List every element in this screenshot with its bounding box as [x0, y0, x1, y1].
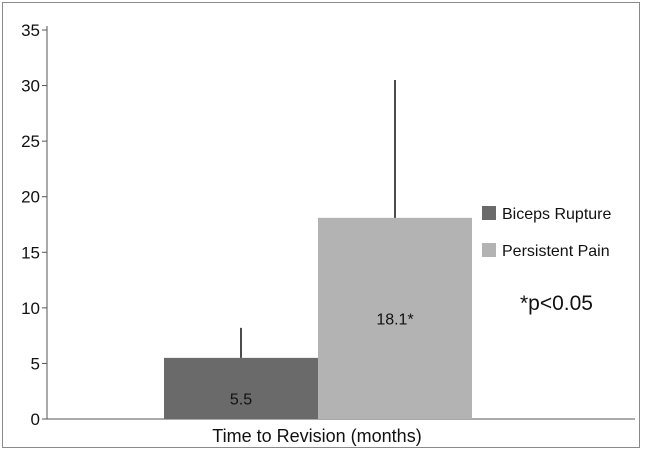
- y-tick-label: 0: [31, 410, 40, 429]
- legend-swatch: [482, 243, 496, 257]
- significance-annotation: *p<0.05: [520, 292, 593, 315]
- bar-persistent-pain: [318, 217, 472, 419]
- legend-entry: Biceps Rupture: [502, 206, 611, 223]
- y-tick-label: 15: [21, 243, 40, 262]
- y-tick-label: 30: [21, 77, 40, 96]
- bar-biceps-rupture: [164, 357, 318, 419]
- y-tick-label: 5: [31, 354, 40, 373]
- legend-swatch: [482, 206, 496, 220]
- legend-entry: Persistent Pain: [502, 243, 610, 260]
- y-tick-label: 20: [21, 188, 40, 207]
- bar-data-label: 5.5: [230, 391, 252, 408]
- x-axis-label: Time to Revision (months): [212, 426, 421, 446]
- bar-data-label: 18.1*: [376, 311, 413, 328]
- y-tick-label: 25: [21, 132, 40, 151]
- y-tick-label: 35: [21, 21, 40, 40]
- y-tick-label: 10: [21, 299, 40, 318]
